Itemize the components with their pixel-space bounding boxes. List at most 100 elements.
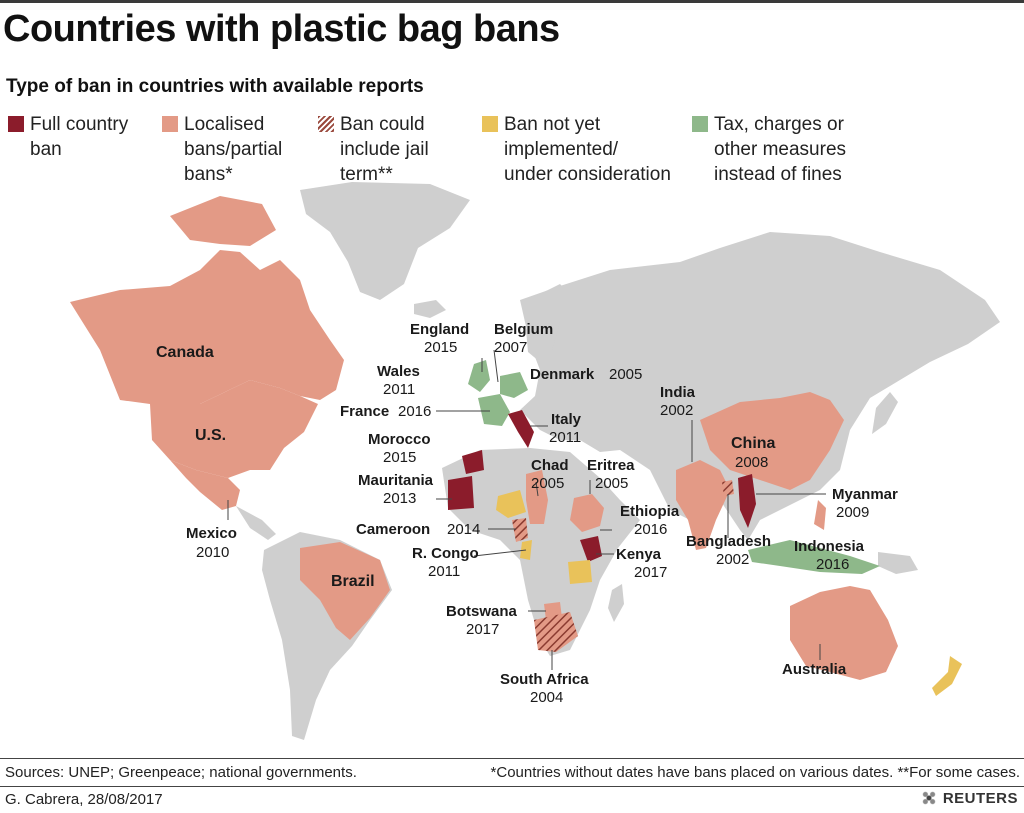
- label-italy-year: 2011: [549, 429, 581, 446]
- label-india: India: [660, 384, 696, 401]
- bangladesh-shape: [722, 480, 734, 496]
- label-indonesia: Indonesia: [794, 538, 865, 555]
- morocco-shape: [462, 450, 484, 474]
- chad-shape: [526, 470, 548, 524]
- label-australia: Australia: [782, 661, 847, 678]
- cameroon-shape: [512, 518, 528, 542]
- footer-notes: *Countries without dates have bans place…: [490, 764, 1020, 781]
- central-america-shape: [236, 506, 276, 540]
- label-wales-year: 2011: [383, 381, 415, 398]
- label-bangladesh-year: 2002: [716, 551, 749, 568]
- leader-lines: [227, 349, 826, 670]
- label-eritrea: Eritrea: [587, 457, 635, 474]
- label-england: England: [410, 321, 469, 338]
- benelux-denmark-shape: [500, 372, 528, 398]
- label-india-year: 2002: [660, 402, 693, 419]
- legend-label-full: Full country ban: [30, 114, 129, 160]
- kenya-shape: [580, 536, 602, 562]
- legend-label-jail: Ban could include jail term**: [340, 114, 429, 185]
- label-myanmar: Myanmar: [832, 486, 898, 503]
- label-botswana-year: 2017: [466, 621, 499, 638]
- philippines-shape: [814, 500, 826, 530]
- italy-shape: [508, 410, 534, 448]
- label-wales: Wales: [377, 363, 420, 380]
- us-shape: [150, 380, 318, 478]
- legend-item-full: Full country ban: [8, 112, 128, 162]
- label-south-africa: South Africa: [500, 671, 589, 688]
- greenland-shape: [300, 182, 470, 300]
- label-kenya-year: 2017: [634, 564, 667, 581]
- label-botswana: Botswana: [446, 603, 518, 620]
- label-kenya: Kenya: [616, 546, 662, 563]
- legend-item-pending: Ban not yet implemented/ under considera…: [482, 112, 671, 187]
- brand-logo: REUTERS: [919, 789, 1018, 807]
- label-france: France: [340, 403, 389, 420]
- uk-shape: [468, 360, 490, 392]
- eurasia-shape: [520, 232, 1000, 540]
- tanzania-shape: [568, 560, 592, 584]
- scandinavia-shape: [526, 284, 576, 362]
- world-map: Canada U.S. Mexico 2010 Brazil England 2…: [70, 182, 1000, 740]
- australia-shape: [790, 586, 898, 680]
- label-chad-year: 2005: [531, 475, 564, 492]
- footer-divider-top: [0, 758, 1024, 759]
- legend-swatch-localised: [162, 116, 178, 132]
- legend-label-pending: Ban not yet implemented/ under considera…: [504, 114, 671, 185]
- footer-sources: Sources: UNEP; Greenpeace; national gove…: [5, 764, 357, 781]
- indonesia-shape: [748, 540, 880, 574]
- canada-islands-shape: [170, 196, 276, 246]
- label-france-year: 2016: [398, 403, 431, 420]
- legend-label-localised: Localised bans/partial bans*: [184, 114, 283, 185]
- legend-swatch-full: [8, 116, 24, 132]
- legend-swatch-tax: [692, 116, 708, 132]
- label-indonesia-year: 2016: [816, 556, 849, 573]
- legend-swatch-pending: [482, 116, 498, 132]
- label-morocco-year: 2015: [383, 449, 416, 466]
- label-england-year: 2015: [424, 339, 457, 356]
- madagascar-shape: [608, 584, 624, 622]
- niger-nigeria-shape: [496, 490, 526, 518]
- footer-credit: G. Cabrera, 28/08/2017: [5, 791, 163, 808]
- footer-divider-bottom: [0, 786, 1024, 787]
- china-shape: [700, 392, 844, 490]
- iceland-shape: [414, 300, 446, 318]
- brand-name: REUTERS: [942, 789, 1018, 807]
- label-cameroon: Cameroon: [356, 521, 430, 538]
- brazil-shape: [300, 542, 390, 640]
- legend-item-tax: Tax, charges or other measures instead o…: [692, 112, 846, 187]
- page-subtitle: Type of ban in countries with available …: [6, 76, 424, 97]
- legend-swatch-jail: [318, 116, 334, 132]
- label-ethiopia-year: 2016: [634, 521, 667, 538]
- label-eritrea-year: 2005: [595, 475, 628, 492]
- label-italy: Italy: [551, 411, 582, 428]
- label-denmark: Denmark: [530, 366, 595, 383]
- label-morocco: Morocco: [368, 431, 431, 448]
- reuters-logo-icon: [919, 789, 938, 807]
- label-chad: Chad: [531, 457, 569, 474]
- page-title: Countries with plastic bag bans: [3, 8, 560, 50]
- label-belgium-year: 2007: [494, 339, 527, 356]
- japan-shape: [872, 392, 898, 434]
- label-south-africa-year: 2004: [530, 689, 563, 706]
- label-china-year: 2008: [735, 454, 768, 471]
- label-myanmar-year: 2009: [836, 504, 869, 521]
- label-mexico: Mexico: [186, 525, 237, 542]
- canada-shape: [70, 250, 344, 404]
- label-china: China: [731, 435, 776, 452]
- label-mauritania-year: 2013: [383, 490, 416, 507]
- label-canada: Canada: [156, 344, 214, 361]
- france-shape: [478, 394, 510, 426]
- label-cameroon-year: 2014: [447, 521, 480, 538]
- legend-item-jail: Ban could include jail term**: [318, 112, 429, 187]
- label-bangladesh: Bangladesh: [686, 533, 771, 550]
- new-zealand-shape: [932, 656, 962, 696]
- myanmar-shape: [738, 474, 756, 528]
- label-mauritania: Mauritania: [358, 472, 434, 489]
- label-denmark-year: 2005: [609, 366, 642, 383]
- label-mexico-year: 2010: [196, 544, 229, 561]
- label-brazil: Brazil: [331, 573, 375, 590]
- label-rcongo: R. Congo: [412, 545, 479, 562]
- india-shape: [676, 460, 730, 550]
- mauritania-shape: [448, 476, 474, 510]
- mexico-shape: [170, 460, 240, 510]
